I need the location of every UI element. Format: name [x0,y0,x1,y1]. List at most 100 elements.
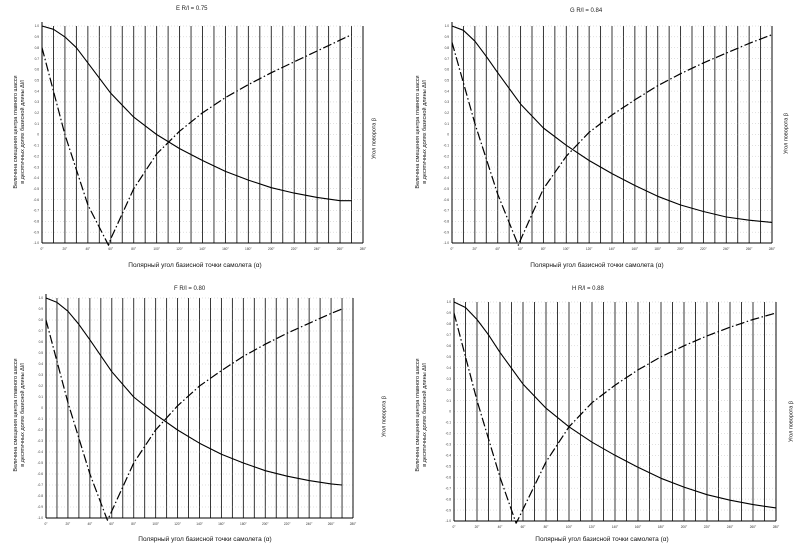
series-line-solid [41,25,352,202]
y-tick-label: 0.5 [445,78,450,82]
x-tick-label: 60° [518,247,524,251]
x-tick-label: 220° [284,522,291,526]
y-tick-label: -0.2 [444,154,450,158]
y-tick-label: -0.4 [446,454,452,458]
y-tick-label: 0.6 [35,68,40,72]
x-tick-label: 220° [700,247,707,251]
y-tick-label: 0.9 [445,35,450,39]
series-line-solid [45,297,343,486]
y-tick-label: 0 [447,133,449,137]
series-line-solid [453,301,777,509]
y-tick-label: -0.8 [444,220,450,224]
chart-panel-h: H R/l = 0.88 Величина смещения центра гл… [402,278,802,551]
y-tick-label: -1.0 [446,519,452,523]
y-tick-label: 0.2 [39,384,44,388]
x-tick-label: 240° [723,247,730,251]
y-tick-label: 0.1 [447,399,452,403]
y-tick-label: 1.0 [39,296,44,300]
y-tick-label: -0.9 [34,230,40,234]
y-tick-label: 0 [449,410,451,414]
y-tick-label: -0.8 [38,494,44,498]
x-tick-label: 200° [677,247,684,251]
x-tick-label: 80° [131,522,137,526]
y-tick-label: -0.3 [34,165,40,169]
x-tick-label: 240° [727,525,734,529]
y-tick-label: -0.7 [444,209,450,213]
y-tick-label: 0 [37,133,39,137]
chart-title: F R/l = 0.80 [174,286,206,292]
y-tick-label: 0.8 [39,318,44,322]
y-tick-label: 0.3 [445,100,450,104]
y-tick-label: 0.9 [39,307,44,311]
y-tick-label: 0.5 [39,351,44,355]
x-tick-label: 280° [360,247,367,251]
x-tick-label: 200° [262,522,269,526]
y-tick-label: -0.6 [444,198,450,202]
y-tick-label: -0.3 [38,439,44,443]
x-tick-label: 200° [681,525,688,529]
y-tick-label: 0.9 [35,35,40,39]
x-tick-label: 260° [750,525,757,529]
x-tick-label: 0° [44,522,48,526]
y-tick-label: -0.9 [38,505,44,509]
y-tick-label: 0.5 [447,355,452,359]
x-tick-label: 280° [773,525,780,529]
x-tick-label: 160° [218,522,225,526]
chart-panel-f: F R/l = 0.80 Величина смещения центра гл… [0,278,400,551]
y-tick-label: 0.8 [445,46,450,50]
x-tick-label: 100° [566,525,573,529]
x-tick-label: 80° [544,525,550,529]
x-tick-label: 120° [589,525,596,529]
x-tick-label: 40° [85,247,91,251]
x-tick-label: 40° [498,525,504,529]
x-tick-label: 20° [475,525,481,529]
x-tick-label: 60° [108,247,114,251]
plot-area: 0° 20° 40° 60° 80° 100° 120° 140° 160° 180° 200° 22… [34,22,367,251]
y-tick-label: 0.3 [447,377,452,381]
x-tick-label: 260° [328,522,335,526]
y-tick-label: -0.5 [38,461,44,465]
y-tick-label: 0.1 [35,122,40,126]
y-tick-label: -0.5 [34,187,40,191]
x-tick-label: 160° [632,247,639,251]
plot-area: 0° 20° 40° 60° 80° 100° 120° 140° 160° 180° 200° 22… [38,294,357,526]
y-tick-label: -0.7 [446,486,452,490]
y-tick-label: -0.2 [38,428,44,432]
y-tick-label: 0.8 [35,46,40,50]
y-tick-label: -0.1 [34,144,40,148]
x-tick-label: 40° [87,522,93,526]
series-line-dashdot [41,34,352,246]
y-tick-label: 0.3 [39,373,44,377]
x-tick-label: 240° [306,522,313,526]
x-tick-label: 80° [131,247,137,251]
y-tick-label: 0.8 [447,322,452,326]
x-tick-label: 100° [563,247,570,251]
chart-title: H R/l = 0.88 [572,286,604,292]
y-tick-label: -0.6 [38,472,44,476]
y-tick-label: -0.3 [446,443,452,447]
x-tick-label: 180° [245,247,252,251]
x-tick-label: 180° [240,522,247,526]
y-tick-label: 0.3 [35,100,40,104]
x-tick-label: 120° [174,522,181,526]
y-tick-label: 0.2 [35,111,40,115]
y-tick-label: -0.9 [444,230,450,234]
y-tick-label: 1.0 [35,24,40,28]
y-tick-label: -0.3 [444,165,450,169]
x-tick-label: 160° [222,247,229,251]
y-tick-label: -0.7 [38,483,44,487]
y-tick-label: -0.4 [38,450,44,454]
x-tick-label: 200° [268,247,275,251]
x-axis-label: Полярный угол базисной точки самолета (α… [530,262,664,269]
y-tick-label: -0.1 [446,421,452,425]
x-tick-label: 100° [152,522,159,526]
y-tick-label: -0.4 [34,176,40,180]
x-tick-label: 220° [291,247,298,251]
y-tick-label: 0.7 [39,329,44,333]
series-line-dashdot [451,34,773,246]
y-tick-label: -0.2 [446,432,452,436]
x-axis-label: Полярный угол базисной точки самолета (α… [138,536,272,543]
series-line-solid [451,25,773,223]
x-tick-label: 100° [153,247,160,251]
y-tick-label: 1.0 [447,300,452,304]
